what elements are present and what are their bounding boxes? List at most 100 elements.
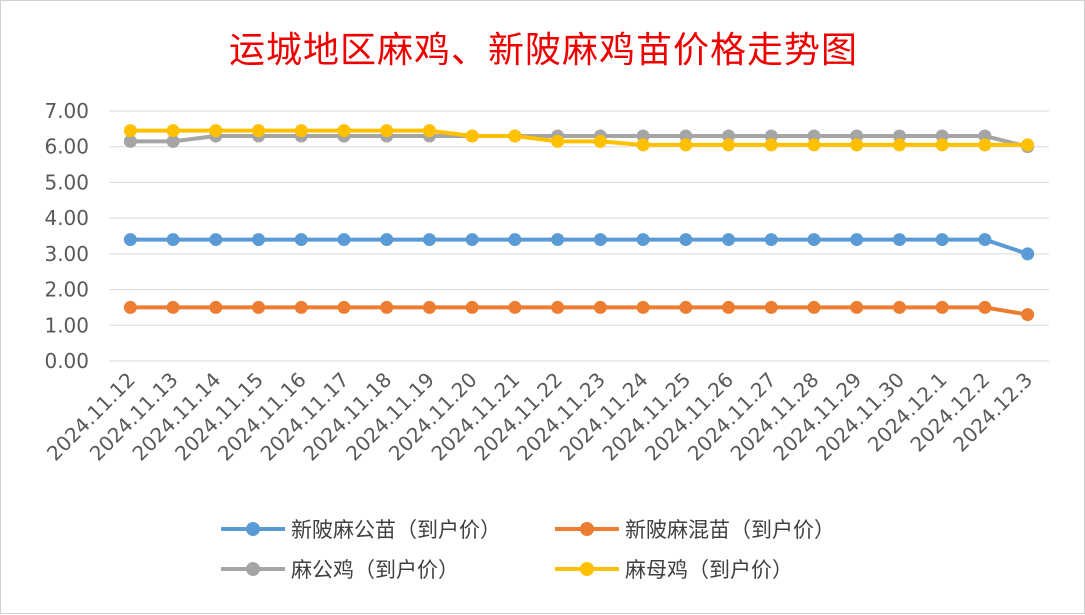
legend-marker bbox=[246, 522, 260, 536]
y-tick-label: 2.00 bbox=[44, 278, 89, 302]
data-point bbox=[465, 300, 479, 314]
data-point bbox=[935, 233, 949, 247]
data-point bbox=[722, 300, 736, 314]
data-point bbox=[123, 300, 137, 314]
data-point bbox=[252, 124, 266, 138]
data-point bbox=[679, 138, 693, 152]
data-point bbox=[551, 134, 565, 148]
y-tick-label: 3.00 bbox=[44, 242, 89, 266]
data-point bbox=[123, 233, 137, 247]
y-tick-label: 4.00 bbox=[44, 206, 89, 230]
y-tick-label: 6.00 bbox=[44, 135, 89, 159]
data-point bbox=[593, 300, 607, 314]
legend-swatch bbox=[221, 562, 285, 576]
y-tick-label: 5.00 bbox=[44, 170, 89, 194]
data-point bbox=[892, 138, 906, 152]
data-point bbox=[294, 300, 308, 314]
data-point bbox=[935, 300, 949, 314]
legend-item: 麻母鸡（到户价） bbox=[553, 554, 793, 584]
data-point bbox=[166, 134, 180, 148]
data-point bbox=[892, 129, 906, 143]
data-point bbox=[123, 134, 137, 148]
legend-item: 新陂麻混苗（到户价） bbox=[553, 514, 835, 544]
data-point bbox=[636, 300, 650, 314]
data-point bbox=[209, 233, 223, 247]
data-point bbox=[337, 124, 351, 138]
data-point bbox=[380, 300, 394, 314]
data-point bbox=[850, 138, 864, 152]
data-point bbox=[294, 233, 308, 247]
data-point bbox=[209, 300, 223, 314]
data-point bbox=[422, 124, 436, 138]
series-line bbox=[130, 305, 1028, 317]
data-point bbox=[422, 300, 436, 314]
data-point bbox=[892, 300, 906, 314]
data-point bbox=[892, 233, 906, 247]
legend-swatch bbox=[555, 522, 619, 536]
data-point bbox=[422, 233, 436, 247]
legend-marker bbox=[246, 562, 260, 576]
data-point bbox=[252, 300, 266, 314]
data-point bbox=[123, 124, 137, 138]
data-point bbox=[337, 233, 351, 247]
data-point bbox=[935, 138, 949, 152]
data-point bbox=[978, 138, 992, 152]
data-point bbox=[380, 124, 394, 138]
data-point bbox=[764, 138, 778, 152]
data-point bbox=[978, 233, 992, 247]
data-point bbox=[593, 134, 607, 148]
legend-marker bbox=[580, 562, 594, 576]
data-point bbox=[1021, 308, 1035, 322]
data-point bbox=[337, 300, 351, 314]
data-point bbox=[465, 129, 479, 143]
data-point bbox=[551, 233, 565, 247]
data-point bbox=[850, 129, 864, 143]
data-point bbox=[636, 233, 650, 247]
data-point bbox=[679, 129, 693, 143]
data-point bbox=[636, 129, 650, 143]
legend-item: 新陂麻公苗（到户价） bbox=[219, 514, 501, 544]
data-point bbox=[764, 300, 778, 314]
legend-swatch bbox=[555, 562, 619, 576]
data-point bbox=[508, 129, 522, 143]
legend-label: 麻母鸡（到户价） bbox=[625, 558, 793, 582]
data-point bbox=[764, 129, 778, 143]
legend-label: 新陂麻公苗（到户价） bbox=[291, 518, 501, 542]
data-point bbox=[465, 233, 479, 247]
data-point bbox=[679, 233, 693, 247]
data-point bbox=[978, 129, 992, 143]
chart-title: 运城地区麻鸡、新陂麻鸡苗价格走势图 bbox=[228, 30, 858, 71]
data-point bbox=[593, 233, 607, 247]
data-point bbox=[807, 129, 821, 143]
data-point bbox=[935, 129, 949, 143]
data-point bbox=[978, 300, 992, 314]
data-point bbox=[1021, 247, 1035, 261]
data-point bbox=[636, 138, 650, 152]
y-tick-label: 0.00 bbox=[44, 349, 89, 373]
y-tick-label: 1.00 bbox=[44, 313, 89, 337]
data-point bbox=[252, 233, 266, 247]
data-point bbox=[807, 138, 821, 152]
data-point bbox=[551, 300, 565, 314]
legend-item: 麻公鸡（到户价） bbox=[219, 554, 459, 584]
legend-label: 麻公鸡（到户价） bbox=[291, 558, 459, 582]
data-point bbox=[166, 233, 180, 247]
data-point bbox=[850, 233, 864, 247]
legend-label: 新陂麻混苗（到户价） bbox=[625, 518, 835, 542]
series-line bbox=[130, 134, 1029, 149]
data-point bbox=[722, 233, 736, 247]
data-point bbox=[294, 124, 308, 138]
data-point bbox=[850, 300, 864, 314]
series-line bbox=[130, 128, 1028, 147]
legend-swatch bbox=[221, 522, 285, 536]
data-point bbox=[722, 138, 736, 152]
data-point bbox=[166, 124, 180, 138]
series-line bbox=[130, 237, 1029, 256]
data-point bbox=[679, 300, 693, 314]
legend-marker bbox=[580, 522, 594, 536]
data-point bbox=[508, 300, 522, 314]
data-point bbox=[380, 233, 394, 247]
data-point bbox=[209, 124, 223, 138]
